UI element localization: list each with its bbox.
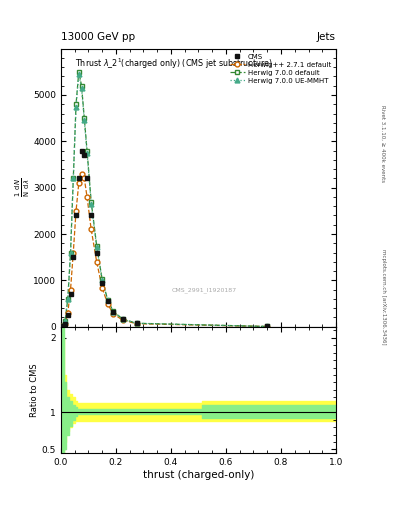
- Text: CMS_2991_I1920187: CMS_2991_I1920187: [171, 288, 237, 293]
- X-axis label: thrust (charged-only): thrust (charged-only): [143, 470, 254, 480]
- Y-axis label: Ratio to CMS: Ratio to CMS: [30, 363, 39, 417]
- Text: 13000 GeV pp: 13000 GeV pp: [61, 32, 135, 42]
- Y-axis label: $\frac{1}{\mathrm{N}}\,\frac{\mathrm{d}N}{\mathrm{d}\lambda}$: $\frac{1}{\mathrm{N}}\,\frac{\mathrm{d}N…: [13, 178, 32, 197]
- Text: mcplots.cern.ch [arXiv:1306.3436]: mcplots.cern.ch [arXiv:1306.3436]: [381, 249, 386, 345]
- Legend: CMS, Herwig++ 2.7.1 default, Herwig 7.0.0 default, Herwig 7.0.0 UE-MMHT: CMS, Herwig++ 2.7.1 default, Herwig 7.0.…: [228, 52, 332, 85]
- Text: Thrust $\lambda\_2^1$(charged only) (CMS jet substructure): Thrust $\lambda\_2^1$(charged only) (CMS…: [75, 57, 273, 71]
- Text: Rivet 3.1.10, ≥ 400k events: Rivet 3.1.10, ≥ 400k events: [381, 105, 386, 182]
- Text: Jets: Jets: [317, 32, 336, 42]
